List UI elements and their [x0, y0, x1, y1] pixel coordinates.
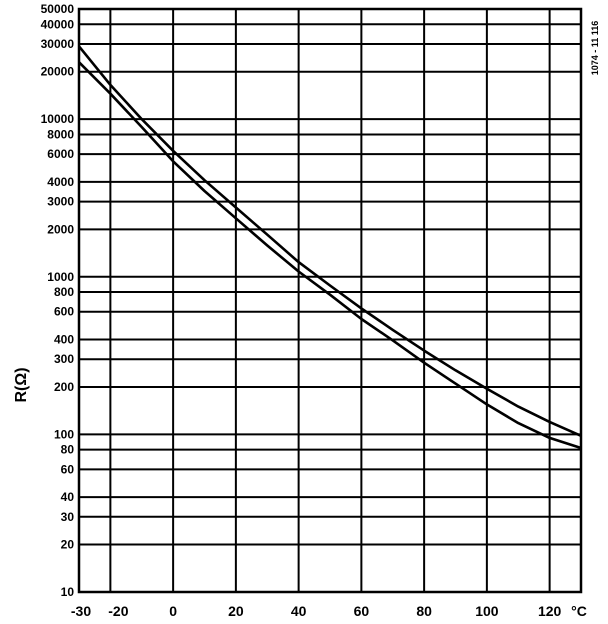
x-tick-label: 120: [538, 603, 562, 619]
upper-limit-curve: [77, 45, 582, 437]
x-tick-label: -20: [108, 603, 128, 619]
x-tick-label: 20: [228, 603, 244, 619]
y-tick-label: 8000: [47, 127, 74, 141]
y-tick-label: 10: [61, 585, 75, 599]
y-tick-label: 20: [61, 538, 75, 552]
y-tick-label: 10000: [41, 112, 75, 126]
y-tick-label: 30: [61, 510, 75, 524]
x-tick-label: 100: [475, 603, 499, 619]
y-tick-label: 60: [61, 462, 75, 476]
y-tick-label: 40: [61, 490, 75, 504]
y-tick-label: 1000: [47, 270, 74, 284]
y-tick-label: 6000: [47, 147, 74, 161]
y-tick-label: 600: [54, 305, 74, 319]
x-tick-label: 60: [354, 603, 370, 619]
x-axis-unit: °C: [571, 603, 587, 619]
figure-code-annotation: 1074 - 11 116: [590, 21, 600, 76]
x-tick-label: -30: [71, 603, 91, 619]
x-tick-label: 80: [416, 603, 432, 619]
lower-limit-curve: [78, 61, 582, 450]
y-tick-label: 100: [54, 427, 74, 441]
y-tick-label: 30000: [41, 37, 75, 51]
y-tick-label: 20000: [41, 65, 75, 79]
plot-frame: [77, 7, 583, 594]
y-tick-label: 3000: [47, 195, 74, 209]
y-tick-label: 40000: [41, 17, 75, 31]
y-tick-label: 800: [54, 285, 74, 299]
x-tick-labels: -30 -20 0 20 40 60 80 100 120: [71, 603, 562, 619]
y-tick-label: 80: [61, 443, 75, 457]
x-tick-label: 40: [291, 603, 307, 619]
chart-grid: [77, 7, 583, 594]
y-tick-label: 4000: [47, 175, 74, 189]
chart-series: [77, 45, 582, 450]
y-axis-label: R(Ω): [13, 367, 30, 402]
y-tick-label: 300: [54, 352, 74, 366]
y-tick-label: 400: [54, 332, 74, 346]
y-tick-label: 2000: [47, 222, 74, 236]
y-tick-label: 50000: [41, 2, 75, 16]
y-tick-label: 200: [54, 380, 74, 394]
x-tick-label: 0: [169, 603, 177, 619]
